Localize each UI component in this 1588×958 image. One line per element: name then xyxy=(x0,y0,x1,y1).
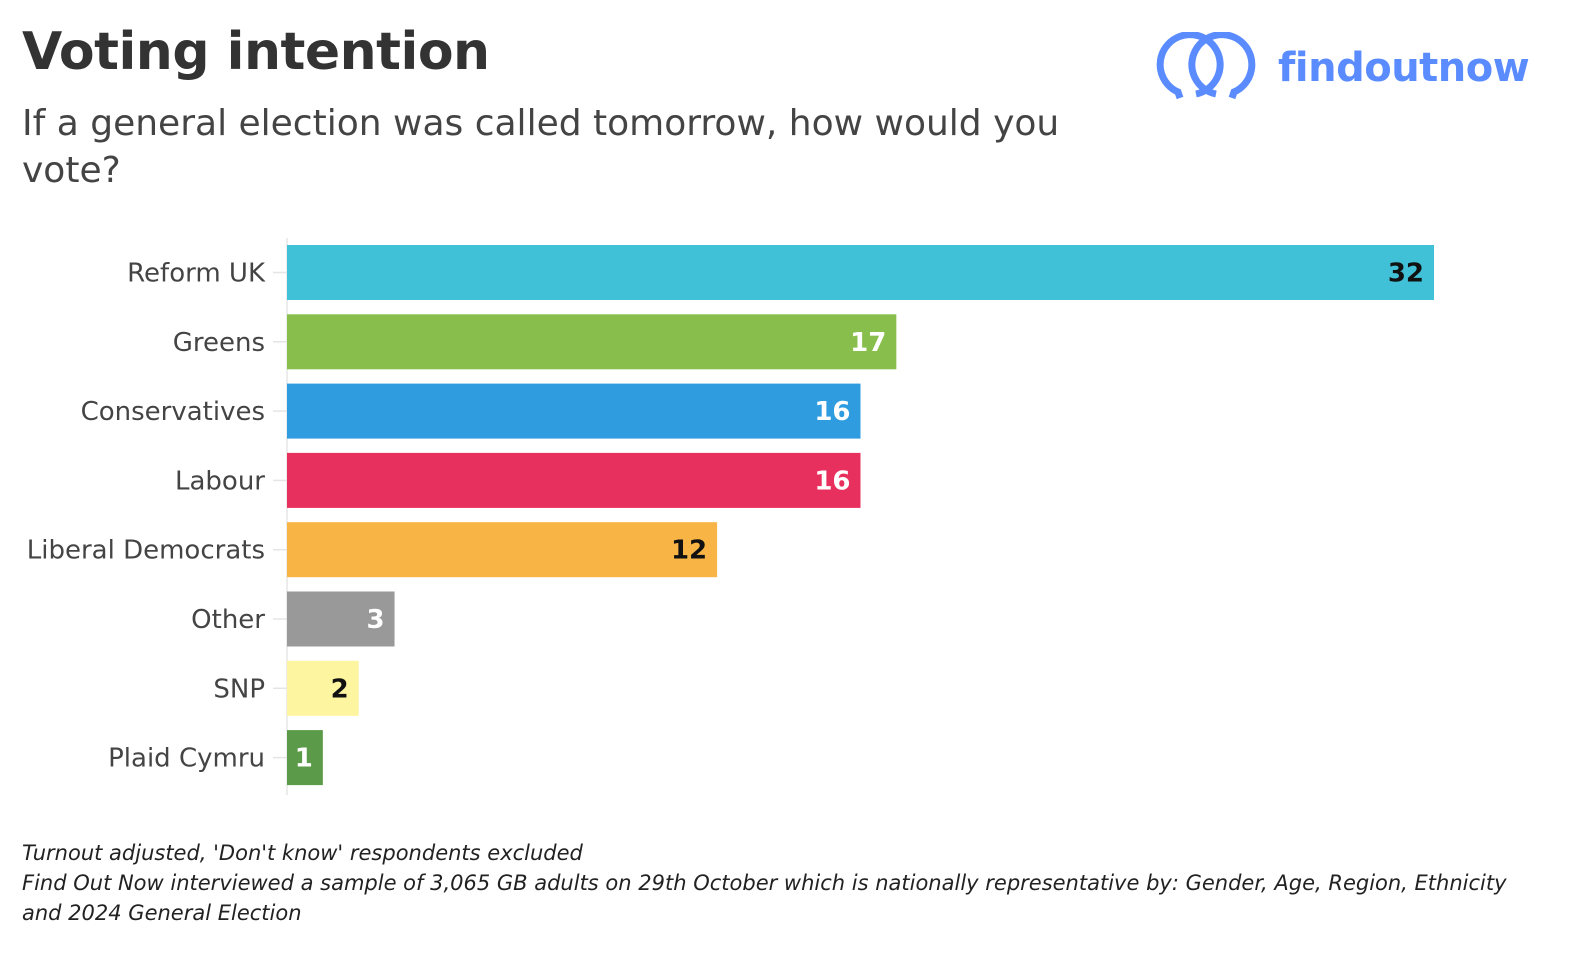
data-label: 16 xyxy=(814,466,850,496)
data-label: 3 xyxy=(366,605,384,635)
bar xyxy=(287,245,1434,300)
bar xyxy=(287,660,359,716)
bar xyxy=(287,314,897,370)
category-label: Reform UK xyxy=(127,259,266,289)
chart-subtitle: If a general election was called tomorro… xyxy=(22,103,1060,191)
category-label: Other xyxy=(191,605,265,635)
data-label: 1 xyxy=(295,744,313,774)
data-label: 17 xyxy=(850,328,886,358)
category-label: Conservatives xyxy=(81,397,265,427)
overlapping-speech-rings-icon xyxy=(1156,32,1256,100)
footer-methodology: Find Out Now interviewed a sample of 3,0… xyxy=(22,871,1507,925)
data-label: 12 xyxy=(671,536,707,566)
bar xyxy=(287,452,861,508)
category-label: Labour xyxy=(175,466,265,496)
logo-text: findoutnow xyxy=(1278,45,1530,91)
bar xyxy=(287,383,861,439)
bar xyxy=(287,730,323,786)
bar xyxy=(287,591,395,647)
data-label: 16 xyxy=(814,397,850,427)
chart-title: Voting intention xyxy=(22,22,490,82)
category-label: SNP xyxy=(213,674,265,704)
category-label: Liberal Democrats xyxy=(27,536,265,566)
category-label: Greens xyxy=(173,328,265,358)
footer-note: Turnout adjusted, 'Don't know' responden… xyxy=(22,841,583,865)
bar xyxy=(287,522,718,578)
findoutnow-logo: findoutnow xyxy=(1152,32,1530,104)
data-label: 32 xyxy=(1388,259,1424,289)
data-label: 2 xyxy=(331,674,349,704)
category-label: Plaid Cymru xyxy=(108,744,265,774)
chart-footer: Turnout adjusted, 'Don't know' responden… xyxy=(22,838,1522,928)
